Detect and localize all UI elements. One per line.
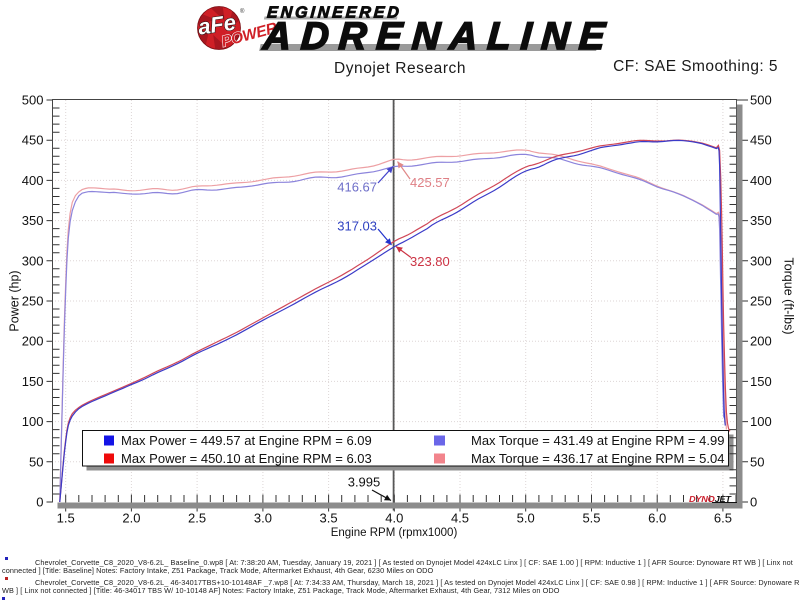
svg-text:Chevrolet_Corvette_C8_2020_V8-: Chevrolet_Corvette_C8_2020_V8-6.2L_ 46-3…: [35, 578, 799, 587]
svg-text:aFe: aFe: [196, 9, 237, 39]
svg-text:3.5: 3.5: [320, 511, 338, 526]
svg-text:connected ] [Title: Baseline]: connected ] [Title: Baseline] Notes: Fac…: [2, 566, 433, 575]
svg-text:100: 100: [22, 414, 44, 429]
svg-text:100: 100: [750, 414, 772, 429]
svg-text:50: 50: [750, 454, 764, 469]
svg-text:ADRENALINE: ADRENALINE: [261, 15, 616, 58]
svg-text:2.0: 2.0: [122, 511, 140, 526]
svg-text:Engine RPM (rpmx1000): Engine RPM (rpmx1000): [331, 527, 458, 539]
svg-text:Chevrolet_Corvette_C8_2020_V8-: Chevrolet_Corvette_C8_2020_V8-6.2L_ Base…: [35, 558, 793, 567]
svg-text:Max Torque = 431.49 at Engine: Max Torque = 431.49 at Engine RPM = 4.99: [471, 433, 724, 448]
svg-text:323.80: 323.80: [410, 254, 450, 269]
svg-text:250: 250: [22, 294, 44, 309]
svg-text:0: 0: [36, 495, 43, 510]
svg-text:DYNOJET: DYNOJET: [689, 494, 732, 503]
svg-text:WB ] [ Linx not connected ] [T: WB ] [ Linx not connected ] [Title: 46-3…: [2, 586, 560, 595]
svg-text:450: 450: [22, 133, 44, 148]
svg-text:300: 300: [22, 253, 44, 268]
svg-text:200: 200: [22, 334, 44, 349]
svg-text:350: 350: [22, 213, 44, 228]
svg-text:250: 250: [750, 294, 772, 309]
svg-text:300: 300: [750, 253, 772, 268]
svg-text:3.995: 3.995: [348, 475, 381, 490]
svg-text:450: 450: [750, 133, 772, 148]
svg-text:425.57: 425.57: [410, 175, 450, 190]
svg-text:4.5: 4.5: [451, 511, 469, 526]
svg-text:416.67: 416.67: [337, 180, 377, 195]
svg-text:3.0: 3.0: [254, 511, 272, 526]
svg-text:Max Torque = 436.17 at Engine: Max Torque = 436.17 at Engine RPM = 5.04: [471, 451, 724, 466]
svg-text:500: 500: [22, 93, 44, 108]
svg-text:Torque (ft-lbs): Torque (ft-lbs): [782, 257, 796, 334]
svg-text:350: 350: [750, 213, 772, 228]
svg-text:ENGINEERED: ENGINEERED: [266, 5, 402, 22]
svg-text:0: 0: [750, 495, 757, 510]
svg-text:50: 50: [29, 454, 43, 469]
svg-text:500: 500: [750, 93, 772, 108]
svg-text:®: ®: [240, 8, 245, 15]
svg-text:5.5: 5.5: [582, 511, 600, 526]
svg-text:5.0: 5.0: [517, 511, 535, 526]
svg-text:317.03: 317.03: [337, 219, 377, 234]
svg-text:CF: SAE Smoothing: 5: CF: SAE Smoothing: 5: [613, 58, 778, 75]
svg-text:400: 400: [750, 173, 772, 188]
svg-text:Dynojet Research: Dynojet Research: [334, 60, 466, 77]
svg-text:4.0: 4.0: [385, 511, 403, 526]
svg-text:150: 150: [750, 374, 772, 389]
svg-text:2.5: 2.5: [188, 511, 206, 526]
svg-text:Max Power = 449.57 at Engine R: Max Power = 449.57 at Engine RPM = 6.09: [121, 433, 372, 448]
svg-text:1.5: 1.5: [57, 511, 75, 526]
svg-text:6.5: 6.5: [714, 511, 732, 526]
svg-text:Power (hp): Power (hp): [8, 270, 22, 331]
svg-text:Max Power = 450.10 at Engine R: Max Power = 450.10 at Engine RPM = 6.03: [121, 451, 372, 466]
svg-text:200: 200: [750, 334, 772, 349]
svg-text:150: 150: [22, 374, 44, 389]
svg-text:400: 400: [22, 173, 44, 188]
svg-text:6.0: 6.0: [648, 511, 666, 526]
